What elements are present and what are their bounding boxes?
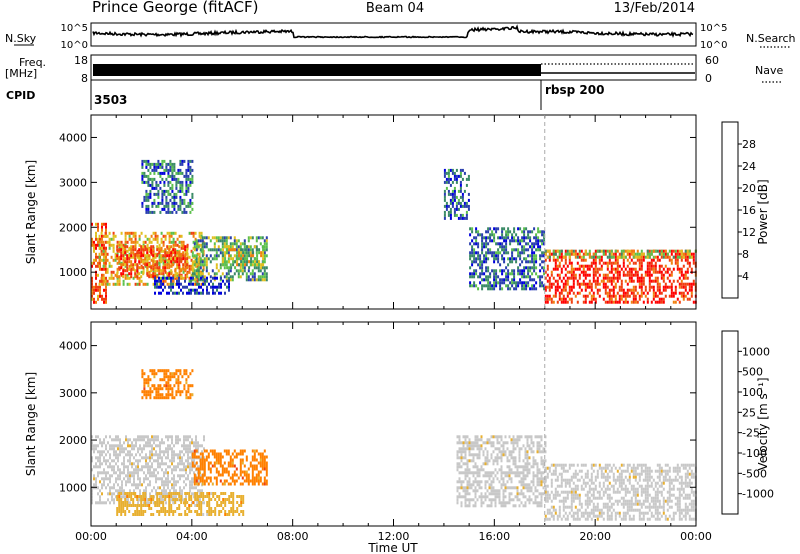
nave-tick-bottom: 0 (705, 72, 712, 85)
nsky-trace (92, 24, 694, 39)
nsky-panel (90, 22, 697, 47)
cpid-segment-1: 3503 (94, 93, 127, 107)
x-tick-label: 16:00 (478, 530, 510, 543)
freq-tick-bottom: 8 (81, 72, 88, 85)
colorbar-tick-label: 28 (742, 138, 756, 151)
nave-label: Nave (755, 64, 783, 77)
echo-region-7 (154, 276, 230, 295)
colorbar-tick-label: 1000 (742, 345, 770, 358)
colorbar-tick-label: -100 (742, 447, 767, 460)
colorbar-tick-label: -500 (742, 467, 767, 480)
y-tick-label-1000: 1000 (59, 266, 87, 279)
power-axes: 1000 2000 3000 4000 (59, 114, 697, 310)
nsearch-tick-top: 10^5 (700, 23, 727, 34)
x-tick-label: 20:00 (579, 530, 611, 543)
nsky-label: N.Sky (5, 32, 37, 45)
colorbar-tick-label: 24 (742, 160, 756, 173)
freq-panel (90, 54, 697, 81)
beam-label: Beam 04 (366, 1, 424, 16)
nave-tick-top: 60 (705, 54, 719, 67)
colorbar-tick-label: 16 (742, 204, 756, 217)
colorbar-tick-label: -1000 (742, 488, 774, 501)
y-tick-label-3000: 3000 (59, 176, 87, 189)
y-tick-label-4000: 4000 (59, 340, 87, 353)
velocity-panel (91, 369, 697, 521)
colorbar-tick-label: 12 (742, 226, 756, 239)
x-axis-label: Time UT (367, 541, 418, 554)
y-tick-label-3000: 3000 (59, 387, 87, 400)
freq-unit: [MHz] (5, 67, 37, 80)
x-tick-labels: 00:00 04:00 08:00 12:00 16:00 20:00 00:00 (75, 530, 712, 543)
echo-region-3 (116, 492, 245, 516)
colorbar-tick-label: 8 (742, 248, 749, 261)
x-tick-label: 08:00 (277, 530, 309, 543)
x-tick-label: 04:00 (176, 530, 208, 543)
power-colorbar-label: Power [dB] (756, 179, 770, 244)
echo-region-8 (443, 168, 470, 220)
echo-region-4 (141, 369, 194, 400)
echo-region-4 (141, 159, 194, 214)
station-title: Prince George (fitACF) (92, 0, 258, 16)
x-tick-label: 12:00 (378, 530, 410, 543)
colorbar-tick-label: 20 (742, 182, 756, 195)
echo-region-9 (469, 227, 546, 291)
cpid-segment-2: rbsp 200 (545, 83, 604, 97)
y-tick-label-2000: 2000 (59, 434, 87, 447)
echo-region-6 (222, 245, 265, 270)
date-label: 13/Feb/2014 (614, 1, 695, 16)
echo-region-1 (91, 435, 205, 505)
power-panel (91, 159, 697, 304)
y-tick-label-4000: 4000 (59, 131, 87, 144)
power-y-label: Slant Range [km] (24, 160, 38, 264)
echo-region-5 (456, 435, 547, 508)
power-colorbar: 4 8 12 16 20 24 28 (721, 121, 756, 299)
nsky-tick-top: 10^5 (61, 23, 88, 34)
nsearch-label: N.Search (746, 32, 796, 45)
velocity-colorbar-label: Velocity [m s⁻¹] (756, 377, 770, 470)
nsearch-tick-bottom: 10^0 (700, 40, 727, 51)
colorbar-tick-label: 100 (742, 386, 763, 399)
freq-bar (93, 64, 541, 76)
echo-region-6 (544, 463, 697, 521)
cpid-label: CPID (6, 89, 35, 102)
freq-tick-top: 18 (74, 54, 88, 67)
colorbar-tick-label: 25 (742, 406, 756, 419)
x-tick-label: 00:00 (680, 530, 712, 543)
velocity-colorbar: 1000 500 100 25 -25 -100 -500 -1000 (721, 330, 774, 515)
colorbar-tick-label: 4 (742, 270, 749, 283)
freq-label: Freq. (19, 56, 46, 69)
echo-region-3 (116, 245, 189, 279)
velocity-y-label: Slant Range [km] (24, 372, 38, 476)
colorbar-tick-label: -25 (742, 427, 760, 440)
echo-region-2 (191, 449, 268, 486)
velocity-axes: 1000 2000 3000 4000 (59, 321, 697, 527)
colorbar-tick-label: 500 (742, 366, 763, 379)
y-tick-label-2000: 2000 (59, 221, 87, 234)
y-tick-label-1000: 1000 (59, 481, 87, 494)
x-tick-label: 00:00 (75, 530, 107, 543)
nsky-tick-bottom: 10^0 (61, 40, 88, 51)
